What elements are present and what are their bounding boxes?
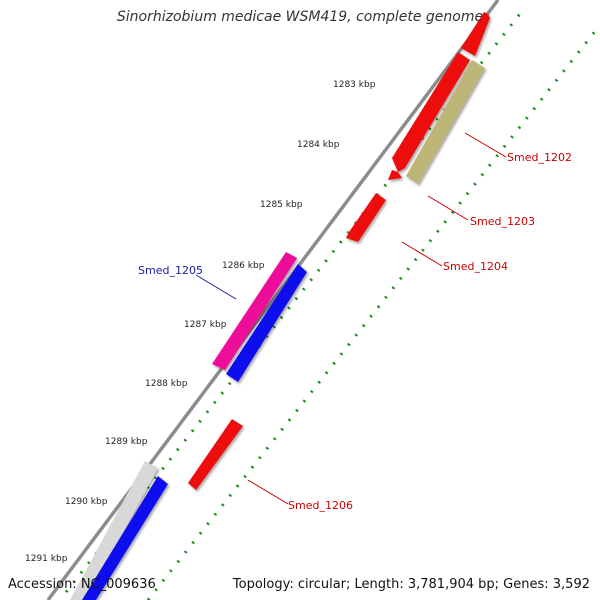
gene-arrow-smed-1205[interactable] (212, 252, 297, 370)
leader-smed-1203 (427, 195, 469, 221)
gene-arrow-gray[interactable] (70, 461, 158, 600)
gene-label-smed-1206[interactable]: Smed_1206 (288, 499, 353, 512)
accession-text: Accession: NC_009636 (8, 577, 156, 592)
kbp-label: 1291 kbp (25, 554, 68, 564)
kbp-label: 1286 kbp (222, 261, 265, 271)
gene-label-smed-1204[interactable]: Smed_1204 (443, 260, 508, 273)
gene-arrow-small[interactable] (388, 170, 402, 180)
gene-arrow-smed-1203[interactable] (406, 60, 485, 184)
gene-arrow-smed-1204[interactable] (346, 193, 386, 242)
gene-label-smed-1203[interactable]: Smed_1203 (470, 215, 535, 228)
kbp-label: 1284 kbp (297, 140, 340, 150)
genome-summary-text: Topology: circular; Length: 3,781,904 bp… (232, 577, 590, 592)
leader-smed-1204 (401, 241, 443, 267)
genome-title: Sinorhizobium medicae WSM419, complete g… (116, 9, 484, 25)
gene-label-smed-1205[interactable]: Smed_1205 (138, 264, 203, 277)
kbp-label: 1287 kbp (184, 320, 227, 330)
gene-arrow-smed-1206[interactable] (188, 419, 243, 490)
kbp-label: 1289 kbp (105, 437, 148, 447)
leader-smed-1202 (464, 132, 507, 158)
kbp-label: 1285 kbp (260, 200, 303, 210)
kbp-label: 1290 kbp (65, 497, 108, 507)
gene-label-smed-1202[interactable]: Smed_1202 (507, 151, 572, 164)
gene-arrow-smed-1202[interactable] (392, 52, 470, 172)
gene-arrow-blue-1[interactable] (226, 264, 307, 382)
gene-arrow-blue-2[interactable] (82, 476, 168, 600)
kbp-label: 1288 kbp (145, 379, 188, 389)
leader-smed-1205 (195, 274, 237, 300)
leader-smed-1206 (247, 479, 289, 505)
gene-arrow-top[interactable] (461, 12, 490, 56)
genome-backbone (46, 0, 500, 600)
kbp-label: 1283 kbp (333, 80, 376, 90)
inner-tick-ring (146, 24, 600, 600)
